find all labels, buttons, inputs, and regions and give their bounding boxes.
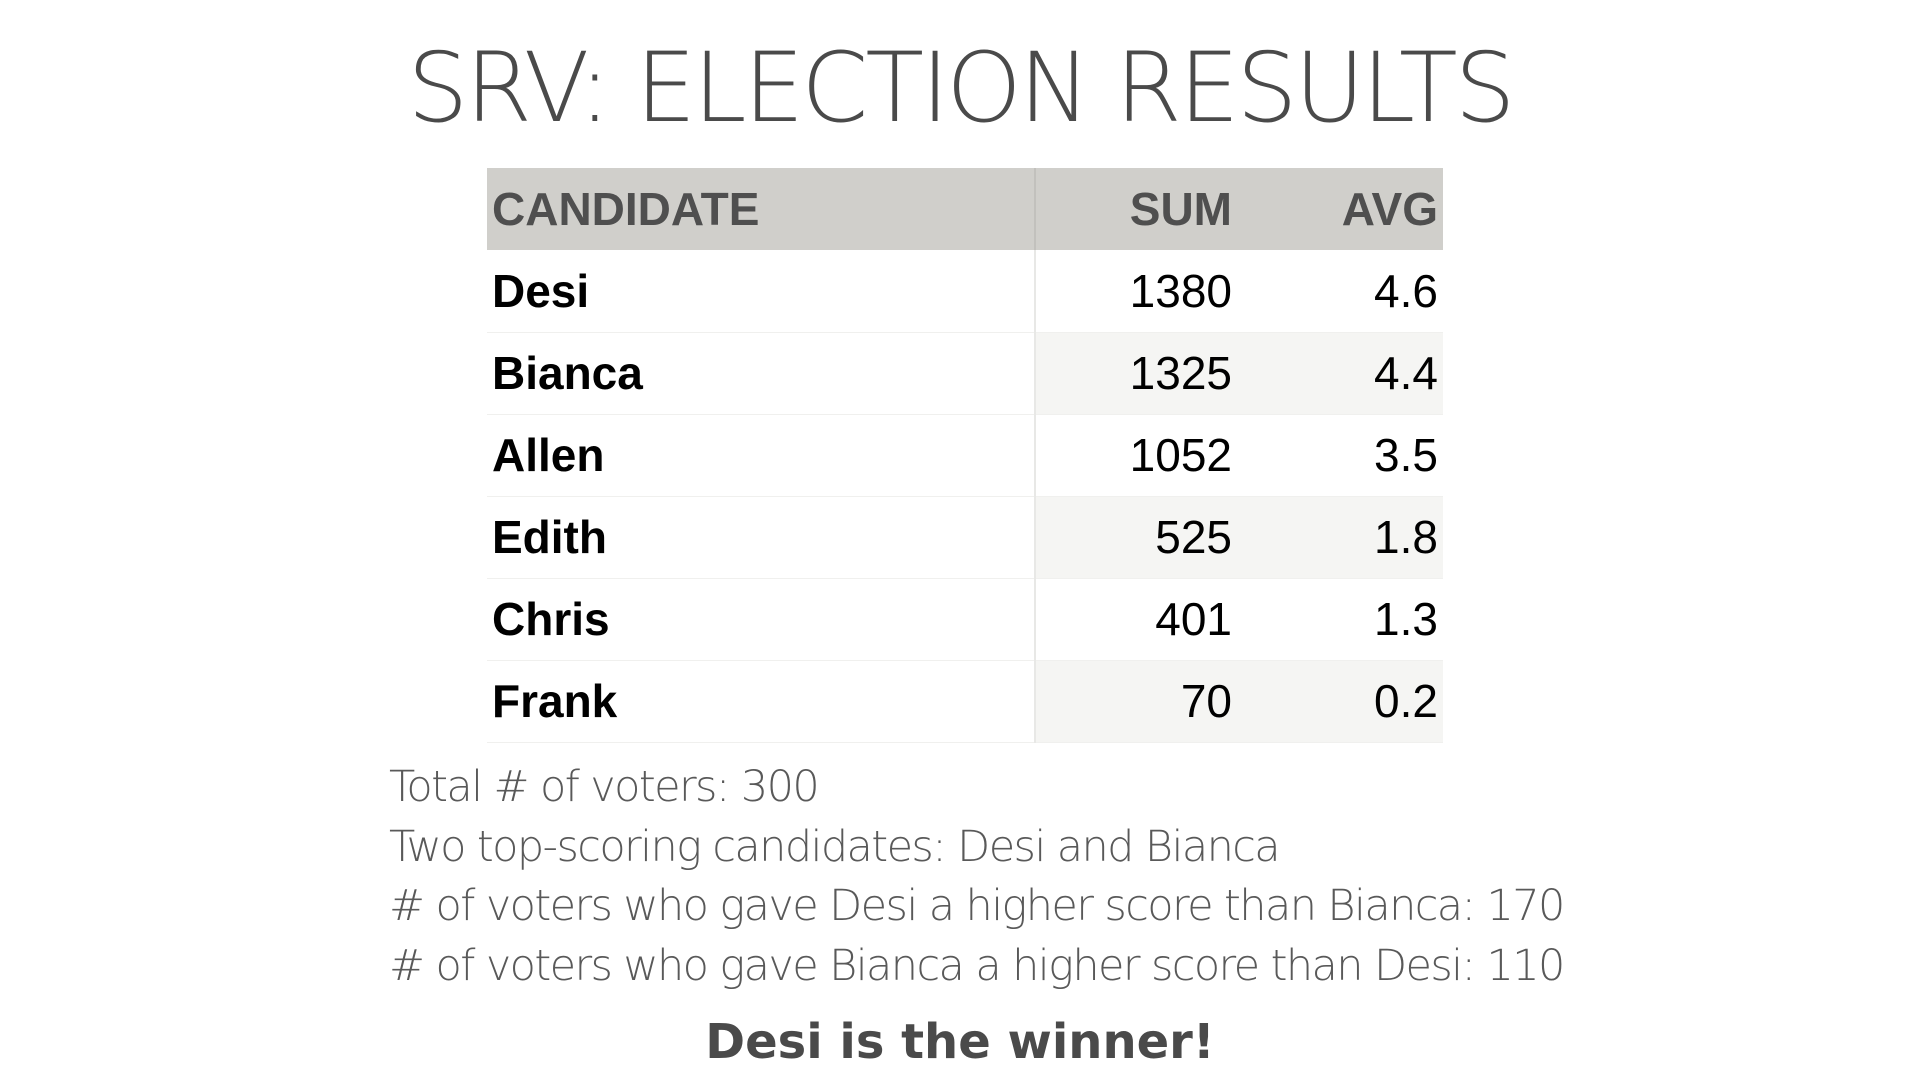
bianca-preferred-note: # of voters who gave Bianca a higher sco… — [389, 940, 1565, 991]
candidate-name: Frank — [487, 660, 1036, 743]
winner-announcement: Desi is the winner! — [705, 1014, 1215, 1070]
candidate-sum: 1380 — [1035, 250, 1237, 333]
candidate-sum: 70 — [1035, 660, 1237, 743]
table-row: Desi 1380 4.6 — [487, 250, 1443, 333]
top-candidates-note: Two top-scoring candidates: Desi and Bia… — [389, 821, 1281, 872]
candidate-sum: 525 — [1035, 496, 1237, 579]
candidate-avg: 4.4 — [1237, 332, 1443, 415]
summary-notes: Total # of voters: 300 Two top-scoring c… — [389, 758, 1689, 996]
candidate-avg: 0.2 — [1237, 660, 1443, 743]
table-row: Edith 525 1.8 — [487, 496, 1443, 579]
candidate-avg: 1.3 — [1237, 578, 1443, 661]
table-row: Bianca 1325 4.4 — [487, 332, 1443, 415]
table-header-row: CANDIDATE SUM AVG — [487, 168, 1443, 250]
candidate-avg: 3.5 — [1237, 414, 1443, 497]
candidate-name: Allen — [487, 414, 1036, 497]
candidate-avg: 1.8 — [1237, 496, 1443, 579]
header-sum: SUM — [1035, 168, 1237, 250]
candidate-name: Desi — [487, 250, 1036, 333]
candidate-sum: 1325 — [1035, 332, 1237, 415]
candidate-sum: 401 — [1035, 578, 1237, 661]
results-table: CANDIDATE SUM AVG Desi 1380 4.6 Bianca 1… — [487, 168, 1443, 743]
candidate-name: Chris — [487, 578, 1036, 661]
table-row: Allen 1052 3.5 — [487, 414, 1443, 497]
candidate-avg: 4.6 — [1237, 250, 1443, 333]
candidate-sum: 1052 — [1035, 414, 1237, 497]
candidate-name: Edith — [487, 496, 1036, 579]
header-candidate: CANDIDATE — [487, 168, 1036, 250]
candidate-name: Bianca — [487, 332, 1036, 415]
slide-title: SRV: ELECTION RESULTS — [407, 32, 1515, 144]
total-voters-note: Total # of voters: 300 — [389, 762, 820, 812]
table-row: Chris 401 1.3 — [487, 578, 1443, 661]
desi-preferred-note: # of voters who gave Desi a higher score… — [389, 881, 1565, 931]
table-row: Frank 70 0.2 — [487, 660, 1443, 743]
header-avg: AVG — [1237, 168, 1443, 250]
